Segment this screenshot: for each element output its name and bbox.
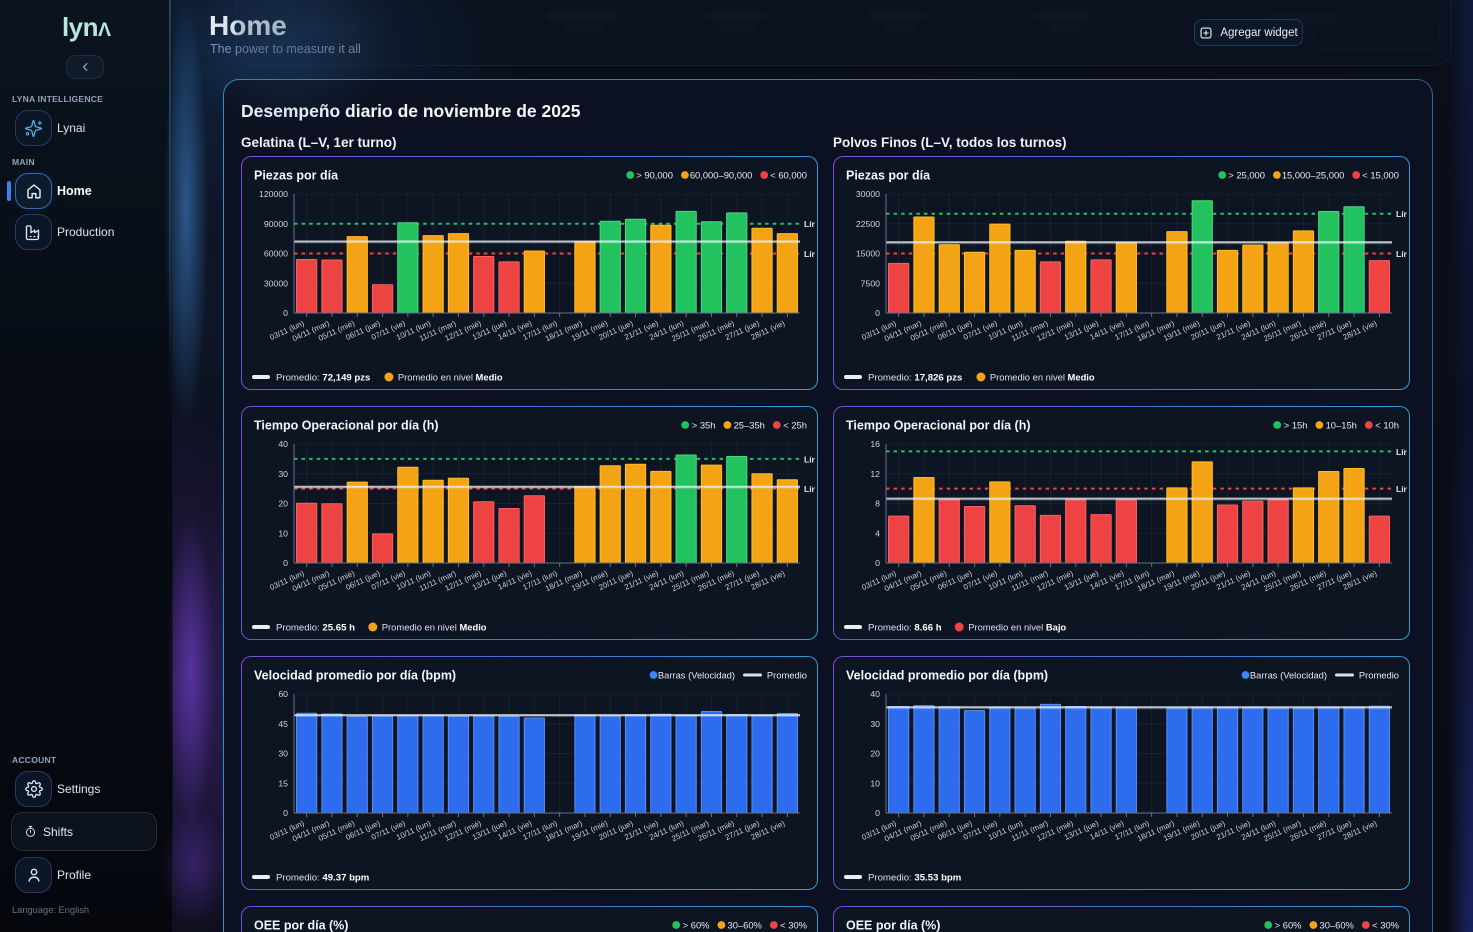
svg-text:Velocidad promedio por día (bp: Velocidad promedio por día (bpm) <box>254 669 456 683</box>
svg-text:40: 40 <box>278 439 288 449</box>
svg-text:22500: 22500 <box>856 219 880 229</box>
svg-text:7500: 7500 <box>861 278 880 288</box>
svg-text:120000: 120000 <box>259 189 288 199</box>
svg-text:< 10h: < 10h <box>1375 419 1399 430</box>
svg-text:> 60%: > 60% <box>683 919 710 930</box>
svg-text:Promedio: 35.53 bpm: Promedio: 35.53 bpm <box>868 872 961 883</box>
svg-text:40: 40 <box>870 689 880 699</box>
svg-text:30000: 30000 <box>856 189 880 199</box>
svg-text:Tiempo Operacional por día (h): Tiempo Operacional por día (h) <box>846 419 1031 433</box>
svg-text:Promedio: 49.37 bpm: Promedio: 49.37 bpm <box>276 872 369 883</box>
svg-text:< 15,000: < 15,000 <box>1362 169 1399 180</box>
svg-text:Lír: Lír <box>1396 447 1408 457</box>
svg-text:4: 4 <box>875 528 880 538</box>
svg-text:Barras (Velocidad): Barras (Velocidad) <box>1250 669 1327 680</box>
svg-text:60,000–90,000: 60,000–90,000 <box>690 169 753 180</box>
svg-text:15,000–25,000: 15,000–25,000 <box>1282 169 1345 180</box>
svg-text:Lír: Lír <box>804 219 816 229</box>
svg-text:Promedio: 17,826 pzs: Promedio: 17,826 pzs <box>868 372 962 383</box>
svg-text:20: 20 <box>278 499 288 509</box>
svg-text:20: 20 <box>870 749 880 759</box>
svg-text:> 35h: > 35h <box>692 419 716 430</box>
svg-text:45: 45 <box>278 719 288 729</box>
svg-text:< 30%: < 30% <box>780 919 807 930</box>
svg-text:Lír: Lír <box>1396 209 1408 219</box>
svg-text:> 15h: > 15h <box>1284 419 1308 430</box>
svg-text:12: 12 <box>870 469 880 479</box>
svg-text:Tiempo Operacional por día (h): Tiempo Operacional por día (h) <box>254 419 439 433</box>
svg-text:0: 0 <box>283 558 288 568</box>
svg-text:Promedio: Promedio <box>1359 669 1399 680</box>
svg-text:Lír: Lír <box>804 484 816 494</box>
svg-text:Velocidad promedio por día (bp: Velocidad promedio por día (bpm) <box>846 669 1048 683</box>
svg-text:Promedio en nivel Bajo: Promedio en nivel Bajo <box>968 621 1066 632</box>
svg-text:> 25,000: > 25,000 <box>1228 169 1265 180</box>
svg-text:Promedio en nivel Medio: Promedio en nivel Medio <box>382 621 487 632</box>
svg-text:90000: 90000 <box>264 219 288 229</box>
svg-text:8: 8 <box>875 499 880 509</box>
svg-text:Promedio: 72,149 pzs: Promedio: 72,149 pzs <box>276 372 370 383</box>
svg-text:< 60,000: < 60,000 <box>770 169 807 180</box>
svg-text:60: 60 <box>278 689 288 699</box>
svg-text:30–60%: 30–60% <box>727 919 761 930</box>
svg-text:< 30%: < 30% <box>1372 919 1399 930</box>
svg-text:30: 30 <box>278 749 288 759</box>
svg-text:0: 0 <box>283 308 288 318</box>
svg-text:30000: 30000 <box>264 278 288 288</box>
svg-text:Lír: Lír <box>1396 249 1408 259</box>
svg-text:30: 30 <box>870 719 880 729</box>
svg-text:OEE por día (%): OEE por día (%) <box>846 919 940 932</box>
svg-text:Promedio en nivel Medio: Promedio en nivel Medio <box>990 371 1095 382</box>
svg-text:25–35h: 25–35h <box>734 419 765 430</box>
svg-text:Lír: Lír <box>1396 484 1408 494</box>
svg-text:Barras (Velocidad): Barras (Velocidad) <box>658 669 735 680</box>
svg-text:30–60%: 30–60% <box>1319 919 1353 930</box>
svg-text:0: 0 <box>875 808 880 818</box>
svg-text:Promedio en nivel Medio: Promedio en nivel Medio <box>398 371 503 382</box>
svg-text:15: 15 <box>278 778 288 788</box>
svg-text:30: 30 <box>278 469 288 479</box>
svg-text:> 60%: > 60% <box>1275 919 1302 930</box>
svg-text:16: 16 <box>870 439 880 449</box>
svg-text:10–15h: 10–15h <box>1326 419 1357 430</box>
svg-text:Piezas por día: Piezas por día <box>254 169 339 183</box>
svg-text:10: 10 <box>870 778 880 788</box>
svg-text:0: 0 <box>283 808 288 818</box>
svg-text:Piezas por día: Piezas por día <box>846 169 931 183</box>
svg-text:Lír: Lír <box>804 454 816 464</box>
svg-text:Promedio: Promedio <box>767 669 807 680</box>
svg-text:Promedio: 25.65 h: Promedio: 25.65 h <box>276 622 355 633</box>
svg-text:15000: 15000 <box>856 249 880 259</box>
svg-text:< 25h: < 25h <box>783 419 807 430</box>
svg-text:0: 0 <box>875 558 880 568</box>
svg-text:60000: 60000 <box>264 249 288 259</box>
svg-text:Promedio: 8.66 h: Promedio: 8.66 h <box>868 622 942 633</box>
svg-text:0: 0 <box>875 308 880 318</box>
svg-text:> 90,000: > 90,000 <box>636 169 673 180</box>
svg-text:OEE por día (%): OEE por día (%) <box>254 919 348 932</box>
svg-text:Lír: Lír <box>804 249 816 259</box>
svg-text:10: 10 <box>278 528 288 538</box>
